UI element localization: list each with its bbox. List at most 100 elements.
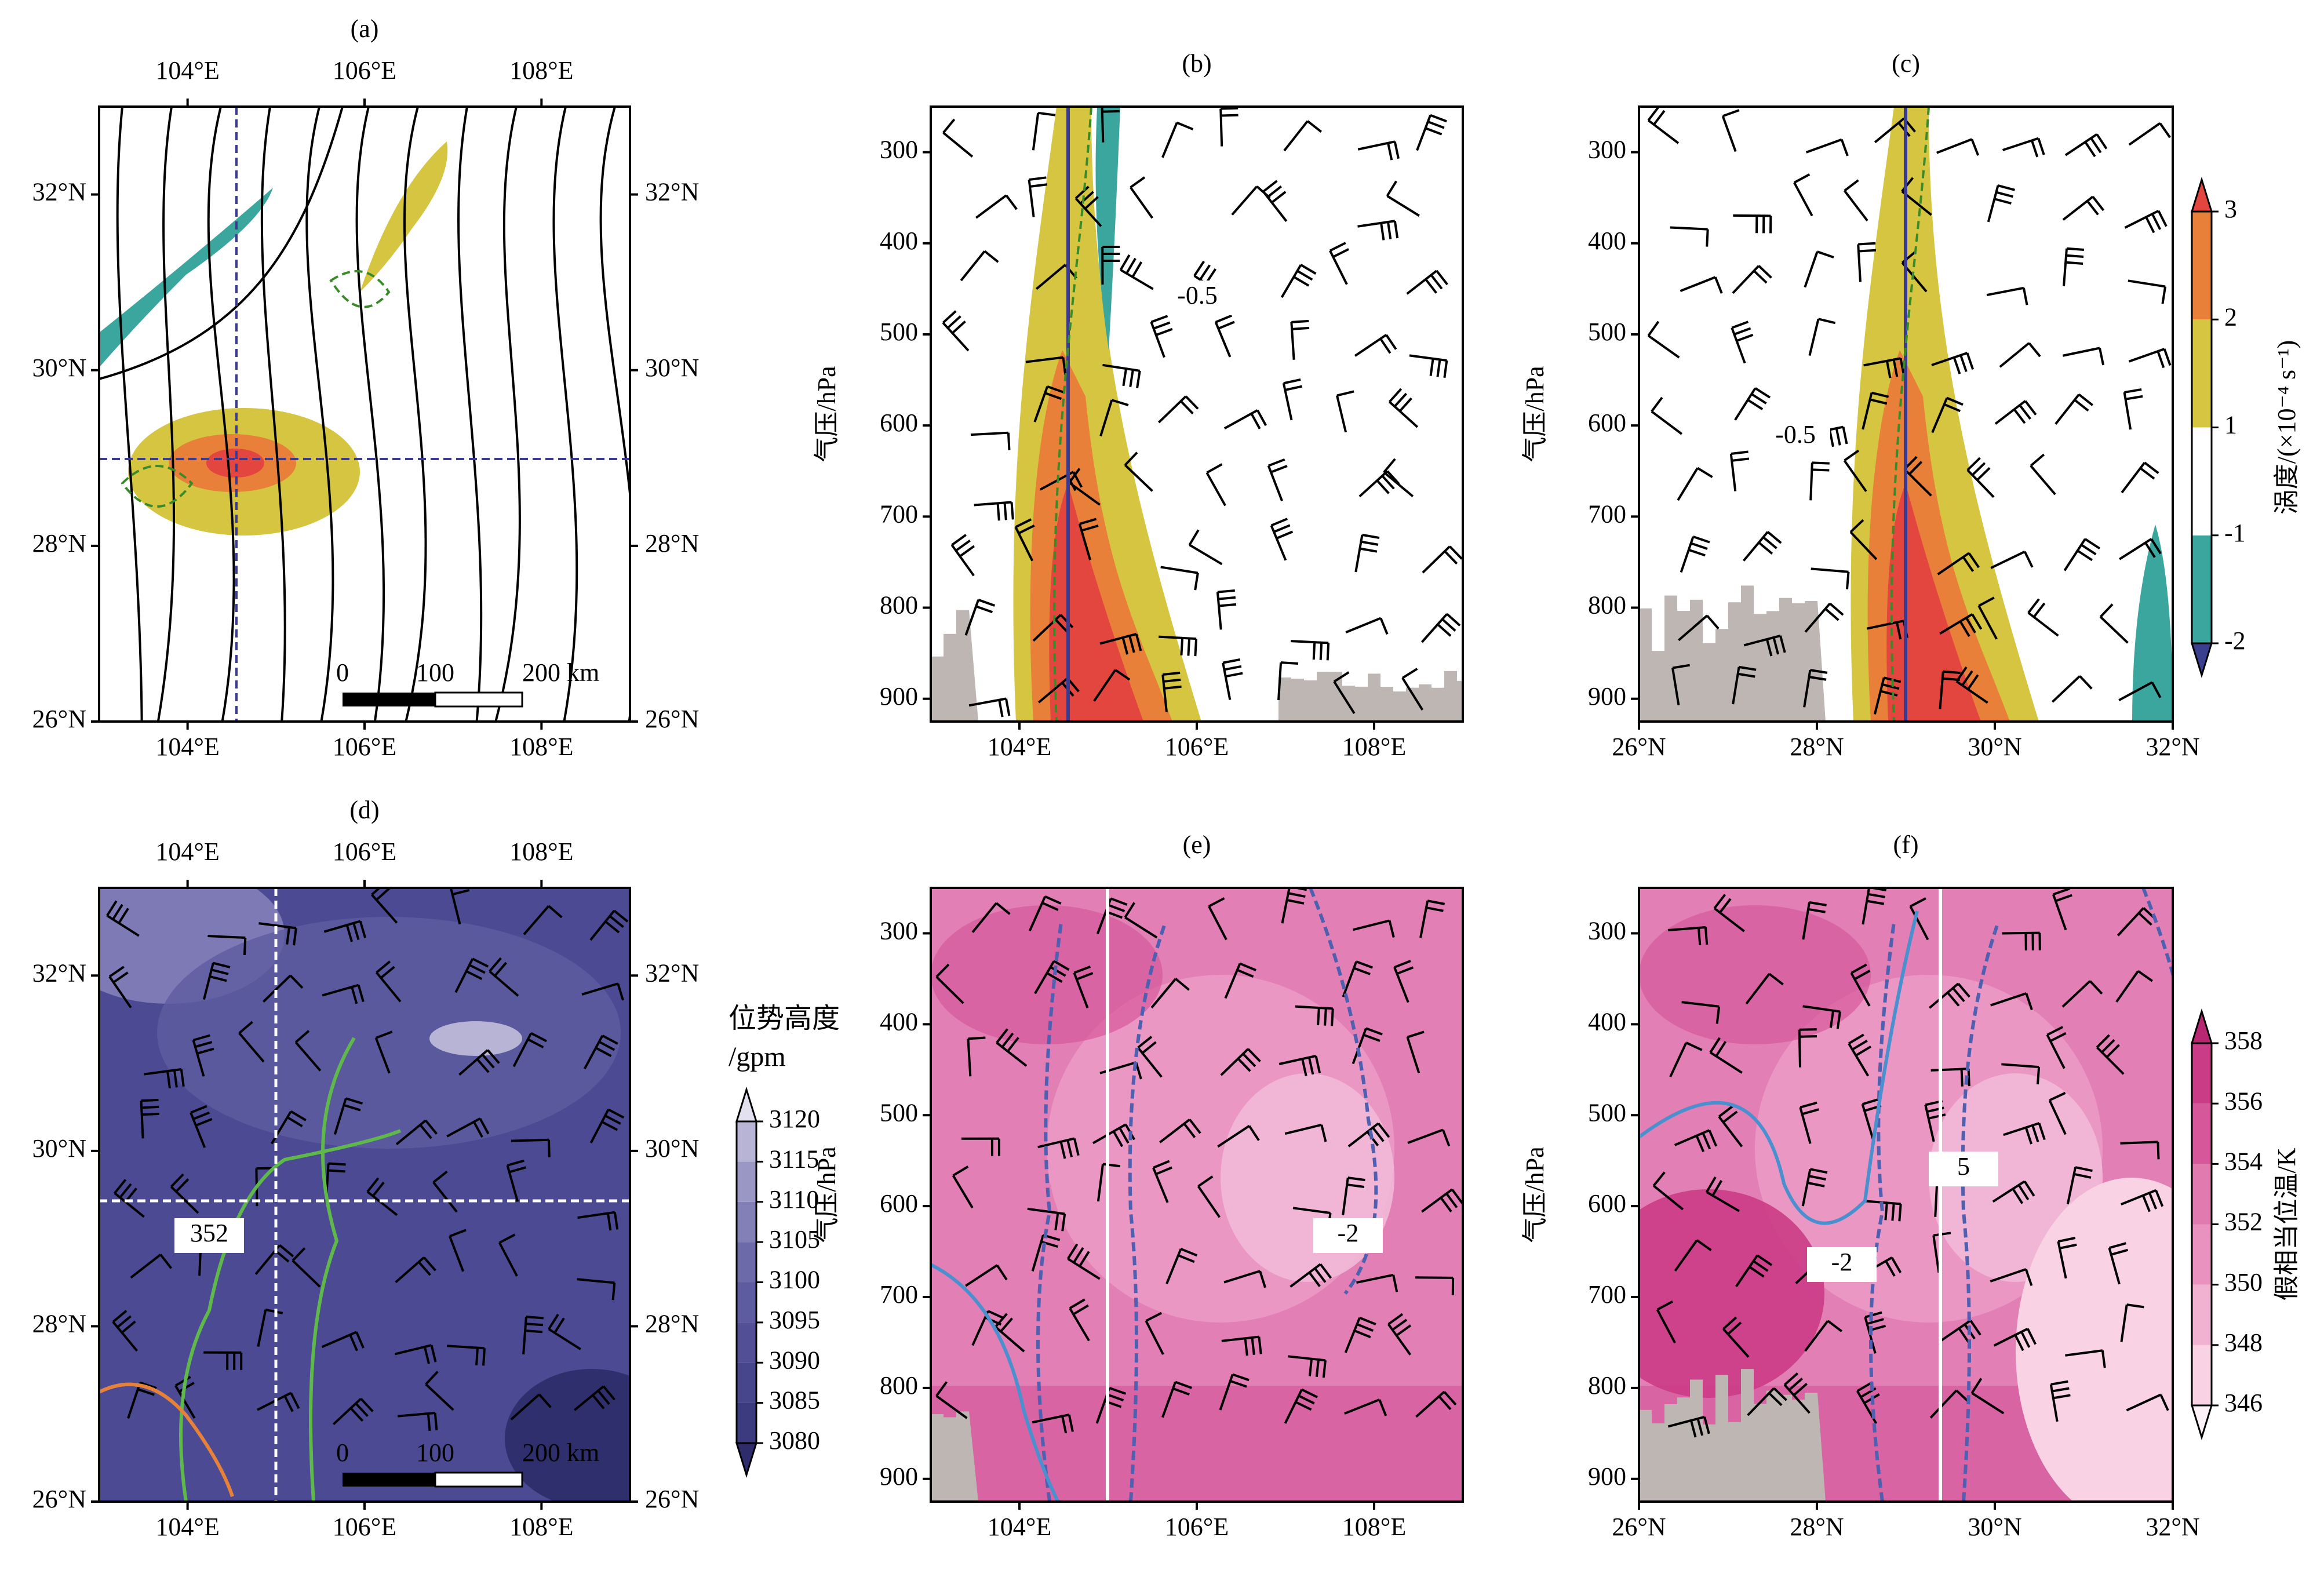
- colorbar-segment: [737, 1363, 756, 1403]
- wind-barb: [1342, 960, 1374, 997]
- wind-barb: [1028, 176, 1048, 217]
- colorbar-tick-label: 1: [2224, 411, 2237, 439]
- wind-barb: [1652, 1171, 1684, 1211]
- wind-barb: [996, 1028, 1028, 1067]
- wind-barb: [1119, 254, 1154, 290]
- y-tick-label: 28°N: [32, 529, 86, 558]
- wind-barb: [1677, 467, 1713, 501]
- wind-barb: [1333, 671, 1356, 715]
- wind-barb: [449, 1229, 467, 1272]
- wind-barb: [1416, 114, 1447, 151]
- wind-barb: [2063, 247, 2085, 286]
- x-tick-label: 108°E: [509, 733, 573, 761]
- wind-barb: [332, 1397, 374, 1426]
- wind-barb: [1970, 1378, 2005, 1415]
- wind-barb: [257, 1308, 283, 1347]
- colorbar-tick-label: 3085: [769, 1386, 820, 1415]
- wind-barb: [950, 534, 975, 577]
- colorbar-tick-label: 356: [2224, 1087, 2263, 1115]
- wind-barb: [432, 1170, 458, 1213]
- y-tick-label: 28°N: [645, 529, 699, 558]
- wind-barb: [498, 1233, 518, 1277]
- y-tick-label: 26°N: [645, 1485, 699, 1513]
- wind-barb: [2002, 137, 2045, 158]
- wind-barb: [1422, 545, 1463, 574]
- wind-barb: [1994, 400, 2037, 425]
- wind-barb: [1990, 1268, 2033, 1286]
- wind-barb: [1197, 1175, 1221, 1218]
- wind-barb: [961, 1137, 1000, 1156]
- crosshair: [99, 107, 630, 722]
- wind-barb: [1667, 1415, 1710, 1438]
- wind-barb: [1283, 120, 1323, 152]
- wind-barb: [1150, 315, 1173, 358]
- vorticity-region: [1049, 483, 1143, 722]
- streamline: [552, 107, 578, 722]
- wind-barb: [2115, 970, 2153, 1003]
- wind-barb: [1102, 363, 1141, 388]
- wind-barb: [1734, 387, 1771, 421]
- wind-barb: [1421, 1188, 1463, 1213]
- wind-barb: [1713, 894, 1745, 932]
- contour: [1053, 107, 1092, 722]
- crosshair: [99, 888, 630, 1502]
- wind-barb: [1939, 613, 1983, 637]
- theta-field: [1639, 905, 1871, 1044]
- wind-barb: [1216, 589, 1237, 630]
- colorbar-segment: [2192, 1043, 2212, 1104]
- wind-barb: [1290, 319, 1310, 360]
- wind-barb: [1222, 658, 1243, 700]
- contour-label: 5: [1957, 1152, 1970, 1181]
- contour-label: -0.5: [1775, 420, 1816, 449]
- plot-frame: [98, 105, 631, 723]
- y-tick-label: 30°N: [32, 1134, 86, 1163]
- streamline: [494, 107, 521, 722]
- wind-barb: [1680, 536, 1710, 573]
- wind-barb: [2120, 1141, 2160, 1160]
- wind-barb: [130, 1254, 173, 1279]
- wind-barb: [1188, 529, 1223, 566]
- wind-barb: [2055, 394, 2093, 425]
- terrain: [1278, 671, 1463, 722]
- contour: [1639, 910, 1919, 1225]
- wind-barb: [1729, 450, 1750, 491]
- x-tick-label: 108°E: [509, 837, 573, 866]
- wind-barb: [1096, 897, 1128, 934]
- colorbar-tick-label: 348: [2224, 1328, 2263, 1357]
- colorbar-extend: [735, 1442, 758, 1478]
- y-tick-label: 500: [1588, 318, 1626, 346]
- wind-barb: [144, 1068, 185, 1089]
- x-tick-label: 106°E: [1165, 1513, 1229, 1541]
- wind-barb: [1709, 1037, 1743, 1074]
- scale-bar: [434, 691, 523, 708]
- panel-plot: [99, 888, 630, 1502]
- panel-title: (c): [1892, 49, 1920, 78]
- wind-barb: [971, 902, 1011, 933]
- wind-barb: [1357, 140, 1400, 161]
- contour-label: 352: [190, 1219, 228, 1247]
- wind-barb: [1208, 897, 1227, 941]
- wind-barb: [366, 1177, 398, 1216]
- wind-barb: [1656, 1300, 1676, 1344]
- wind-barb: [1966, 457, 1995, 498]
- x-tick-label: 30°N: [1968, 733, 2021, 761]
- wind-barb: [1137, 1036, 1163, 1078]
- wind-barb: [1669, 1041, 1703, 1077]
- y-tick-label: 300: [880, 136, 918, 164]
- x-tick-label: 30°N: [1968, 1513, 2021, 1541]
- x-tick-label: 104°E: [155, 733, 219, 761]
- panel-title: (b): [1182, 49, 1211, 78]
- wind-barb: [1793, 173, 1813, 217]
- contour-label-box: [1929, 1152, 1998, 1186]
- wind-barb: [1732, 265, 1772, 294]
- wind-barb: [1987, 184, 2015, 223]
- wind-barb: [1278, 1055, 1321, 1076]
- wind-barb: [1386, 180, 1420, 217]
- wind-barb: [2001, 1063, 2041, 1085]
- y-tick-label: 800: [1588, 591, 1626, 620]
- wind-barb: [1401, 668, 1424, 711]
- wind-barb: [1415, 1276, 1455, 1295]
- plot-frame: [1638, 887, 2174, 1503]
- wind-barb: [1864, 1311, 1886, 1354]
- colorbar-extend: [2190, 1008, 2213, 1044]
